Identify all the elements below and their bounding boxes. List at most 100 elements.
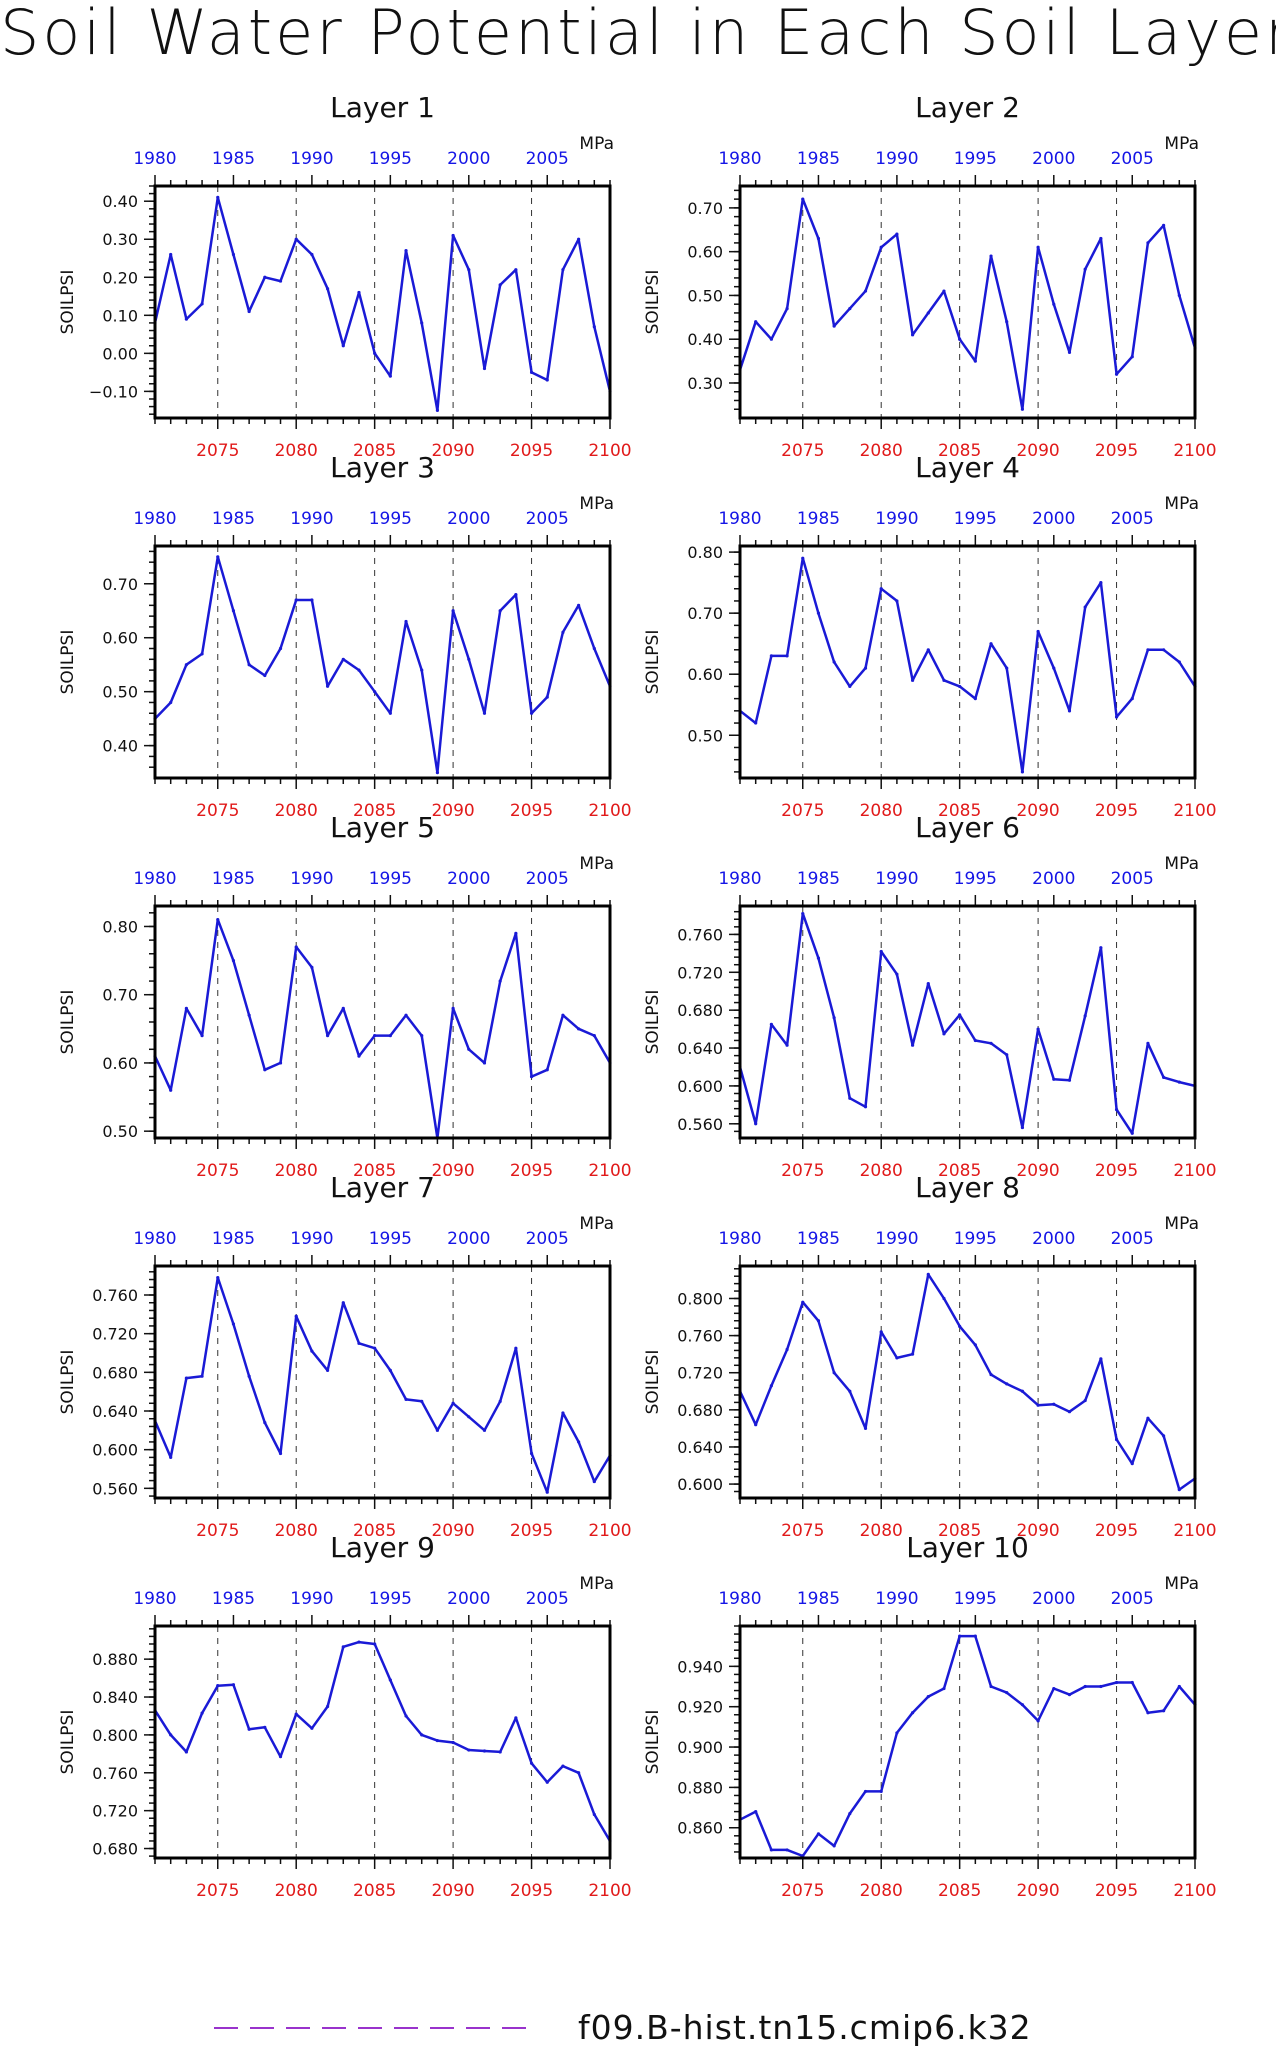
data-point: [1020, 407, 1025, 411]
data-point: [404, 249, 408, 253]
y-axis-label: SOILPSI: [58, 1350, 78, 1415]
unit-label: MPa: [1164, 854, 1199, 874]
data-point: [216, 555, 220, 559]
data-point: [561, 268, 565, 272]
data-point: [832, 1844, 836, 1848]
data-point: [200, 1374, 204, 1378]
data-point: [926, 311, 930, 315]
data-point: [1036, 1719, 1040, 1723]
data-point: [467, 1748, 471, 1752]
data-point: [863, 289, 868, 293]
data-point: [169, 252, 173, 257]
unit-label: MPa: [1164, 494, 1199, 514]
y-tick-label: 0.10: [102, 306, 138, 325]
data-point: [529, 1451, 534, 1456]
y-tick-label: 0.30: [687, 374, 723, 393]
data-point: [294, 237, 298, 241]
data-point: [1052, 1686, 1056, 1691]
data-point: [910, 678, 915, 682]
x-tick-label-top: 1995: [369, 1589, 412, 1609]
x-tick-label-top: 2000: [1032, 1229, 1075, 1249]
data-point: [848, 684, 852, 689]
data-point: [216, 1276, 220, 1280]
data-point: [1005, 666, 1009, 670]
data-point: [958, 684, 962, 689]
y-tick-label: 0.80: [102, 917, 138, 936]
data-point: [848, 1096, 852, 1100]
x-tick-label-top: 2005: [526, 1589, 569, 1609]
x-tick-label-top: 1980: [718, 869, 761, 889]
data-point: [404, 619, 408, 624]
data-point: [1083, 267, 1087, 271]
x-tick-label-bottom: 2080: [860, 1521, 903, 1541]
y-tick-label: 0.800: [677, 1289, 723, 1308]
data-point: [1052, 1077, 1056, 1081]
data-point: [942, 678, 946, 682]
data-point: [373, 690, 377, 694]
data-point: [325, 1034, 330, 1038]
x-tick-label-top: 2000: [1032, 149, 1075, 169]
x-tick-label-bottom: 2095: [510, 801, 553, 821]
x-tick-label-top: 1995: [954, 1589, 997, 1609]
x-tick-label-bottom: 2085: [353, 441, 396, 461]
data-point: [1146, 1416, 1150, 1420]
data-point: [769, 337, 773, 341]
data-point: [895, 232, 899, 236]
x-tick-label-top: 1990: [290, 869, 333, 889]
x-tick-label-top: 1980: [133, 1229, 176, 1249]
data-point: [278, 279, 283, 283]
data-point: [879, 1789, 883, 1794]
data-point: [1162, 1434, 1166, 1438]
y-tick-label: 0.50: [687, 726, 723, 745]
data-point: [231, 1322, 236, 1326]
x-tick-label-bottom: 2085: [938, 441, 981, 461]
data-point: [373, 1034, 377, 1038]
x-tick-label-bottom: 2090: [1016, 1881, 1059, 1901]
data-point: [1020, 1389, 1025, 1393]
data-point: [895, 972, 899, 976]
x-tick-label-bottom: 2100: [1173, 441, 1216, 461]
y-tick-label: 0.720: [677, 1364, 723, 1383]
y-tick-label: 0.70: [687, 604, 723, 623]
data-point: [754, 320, 758, 324]
data-point: [973, 1343, 977, 1347]
panel-title: Layer 3: [330, 451, 435, 484]
data-point: [769, 1848, 773, 1852]
x-tick-label-bottom: 2100: [1173, 1881, 1216, 1901]
data-point: [1083, 1684, 1087, 1689]
x-tick-label-top: 2005: [526, 869, 569, 889]
data-point: [769, 654, 773, 658]
data-point: [1036, 1403, 1040, 1407]
x-tick-label-bottom: 2090: [431, 441, 474, 461]
data-point: [1067, 1692, 1072, 1697]
unit-label: MPa: [579, 134, 614, 154]
data-point: [895, 1356, 899, 1360]
data-point: [1114, 1680, 1119, 1685]
data-point: [498, 1399, 502, 1403]
x-tick-label-bottom: 2075: [781, 801, 824, 821]
data-point: [263, 1421, 267, 1425]
data-point: [910, 1043, 915, 1047]
data-point: [263, 1068, 267, 1072]
x-tick-label-bottom: 2095: [510, 1521, 553, 1541]
data-point: [325, 1704, 330, 1709]
data-point: [1005, 1053, 1009, 1057]
x-tick-label-bottom: 2090: [1016, 441, 1059, 461]
y-tick-label: 0.20: [102, 268, 138, 287]
unit-label: MPa: [579, 494, 614, 514]
data-point: [1067, 709, 1072, 713]
data-point: [989, 1684, 993, 1689]
data-point: [879, 587, 883, 591]
data-point: [863, 1426, 868, 1430]
data-point: [1177, 293, 1181, 298]
data-point: [231, 252, 236, 257]
x-tick-label-bottom: 2085: [353, 1521, 396, 1541]
data-point: [1114, 1437, 1119, 1442]
data-point: [1114, 715, 1119, 719]
data-point: [1130, 355, 1134, 359]
data-point: [404, 1397, 408, 1401]
y-tick-label: 0.680: [677, 1401, 723, 1420]
y-axis-label: SOILPSI: [643, 630, 663, 695]
y-tick-label: 0.760: [92, 1286, 138, 1305]
data-point: [785, 654, 789, 658]
